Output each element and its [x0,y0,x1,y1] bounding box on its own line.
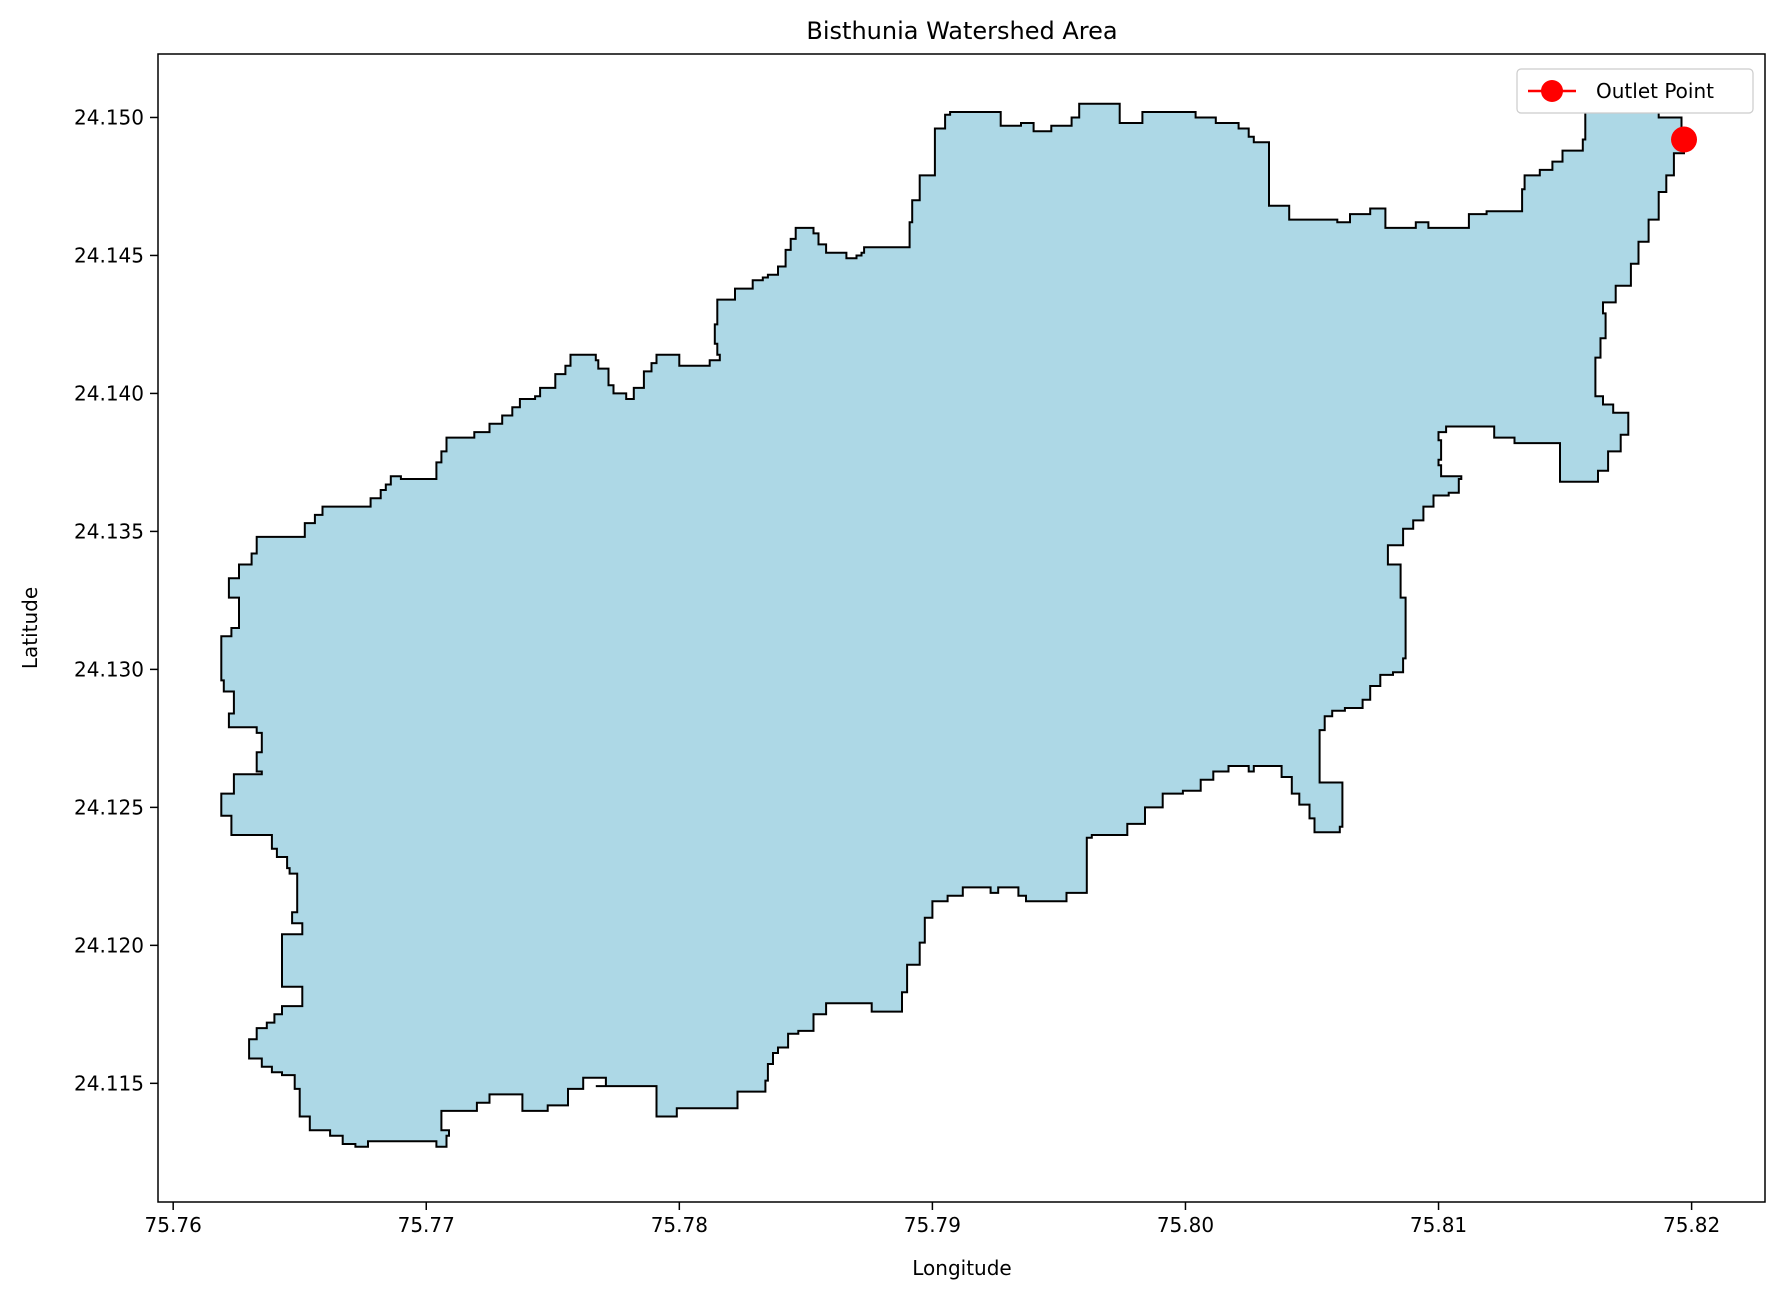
x-tick-label: 75.81 [1410,1213,1467,1237]
x-tick-label: 75.78 [651,1213,708,1237]
x-tick-label: 75.76 [145,1213,202,1237]
y-axis-ticks: 24.115 24.120 24.125 24.130 24.135 24.140 24.1… [74,105,158,1095]
legend-marker-sample [1541,80,1563,102]
y-tick-label: 24.150 [74,105,144,129]
y-tick-label: 24.125 [74,795,144,819]
plot-area [220,102,1688,1148]
legend: Outlet Point [1516,68,1754,114]
outlet-point-marker [1671,126,1698,153]
watershed-polygon [220,102,1688,1148]
x-tick-label: 75.77 [398,1213,455,1237]
x-tick-label: 75.80 [1157,1213,1214,1237]
x-axis-ticks: 75.76 75.77 75.78 75.79 75.80 75.81 75.82 [145,1202,1720,1237]
y-axis-label: Latitude [18,587,42,669]
chart-title: Bisthunia Watershed Area [806,17,1117,45]
y-tick-label: 24.140 [74,381,144,405]
legend-box [1516,68,1754,114]
y-tick-label: 24.130 [74,657,144,681]
legend-label: Outlet Point [1596,79,1714,103]
axes-frame [157,53,1766,1203]
y-tick-label: 24.135 [74,519,144,543]
outlet-point [1671,126,1698,153]
x-tick-label: 75.82 [1663,1213,1720,1237]
y-tick-label: 24.120 [74,933,144,957]
y-tick-label: 24.115 [74,1071,144,1095]
x-tick-label: 75.79 [904,1213,961,1237]
y-tick-label: 24.145 [74,243,144,267]
x-axis-label: Longitude [912,1256,1011,1280]
